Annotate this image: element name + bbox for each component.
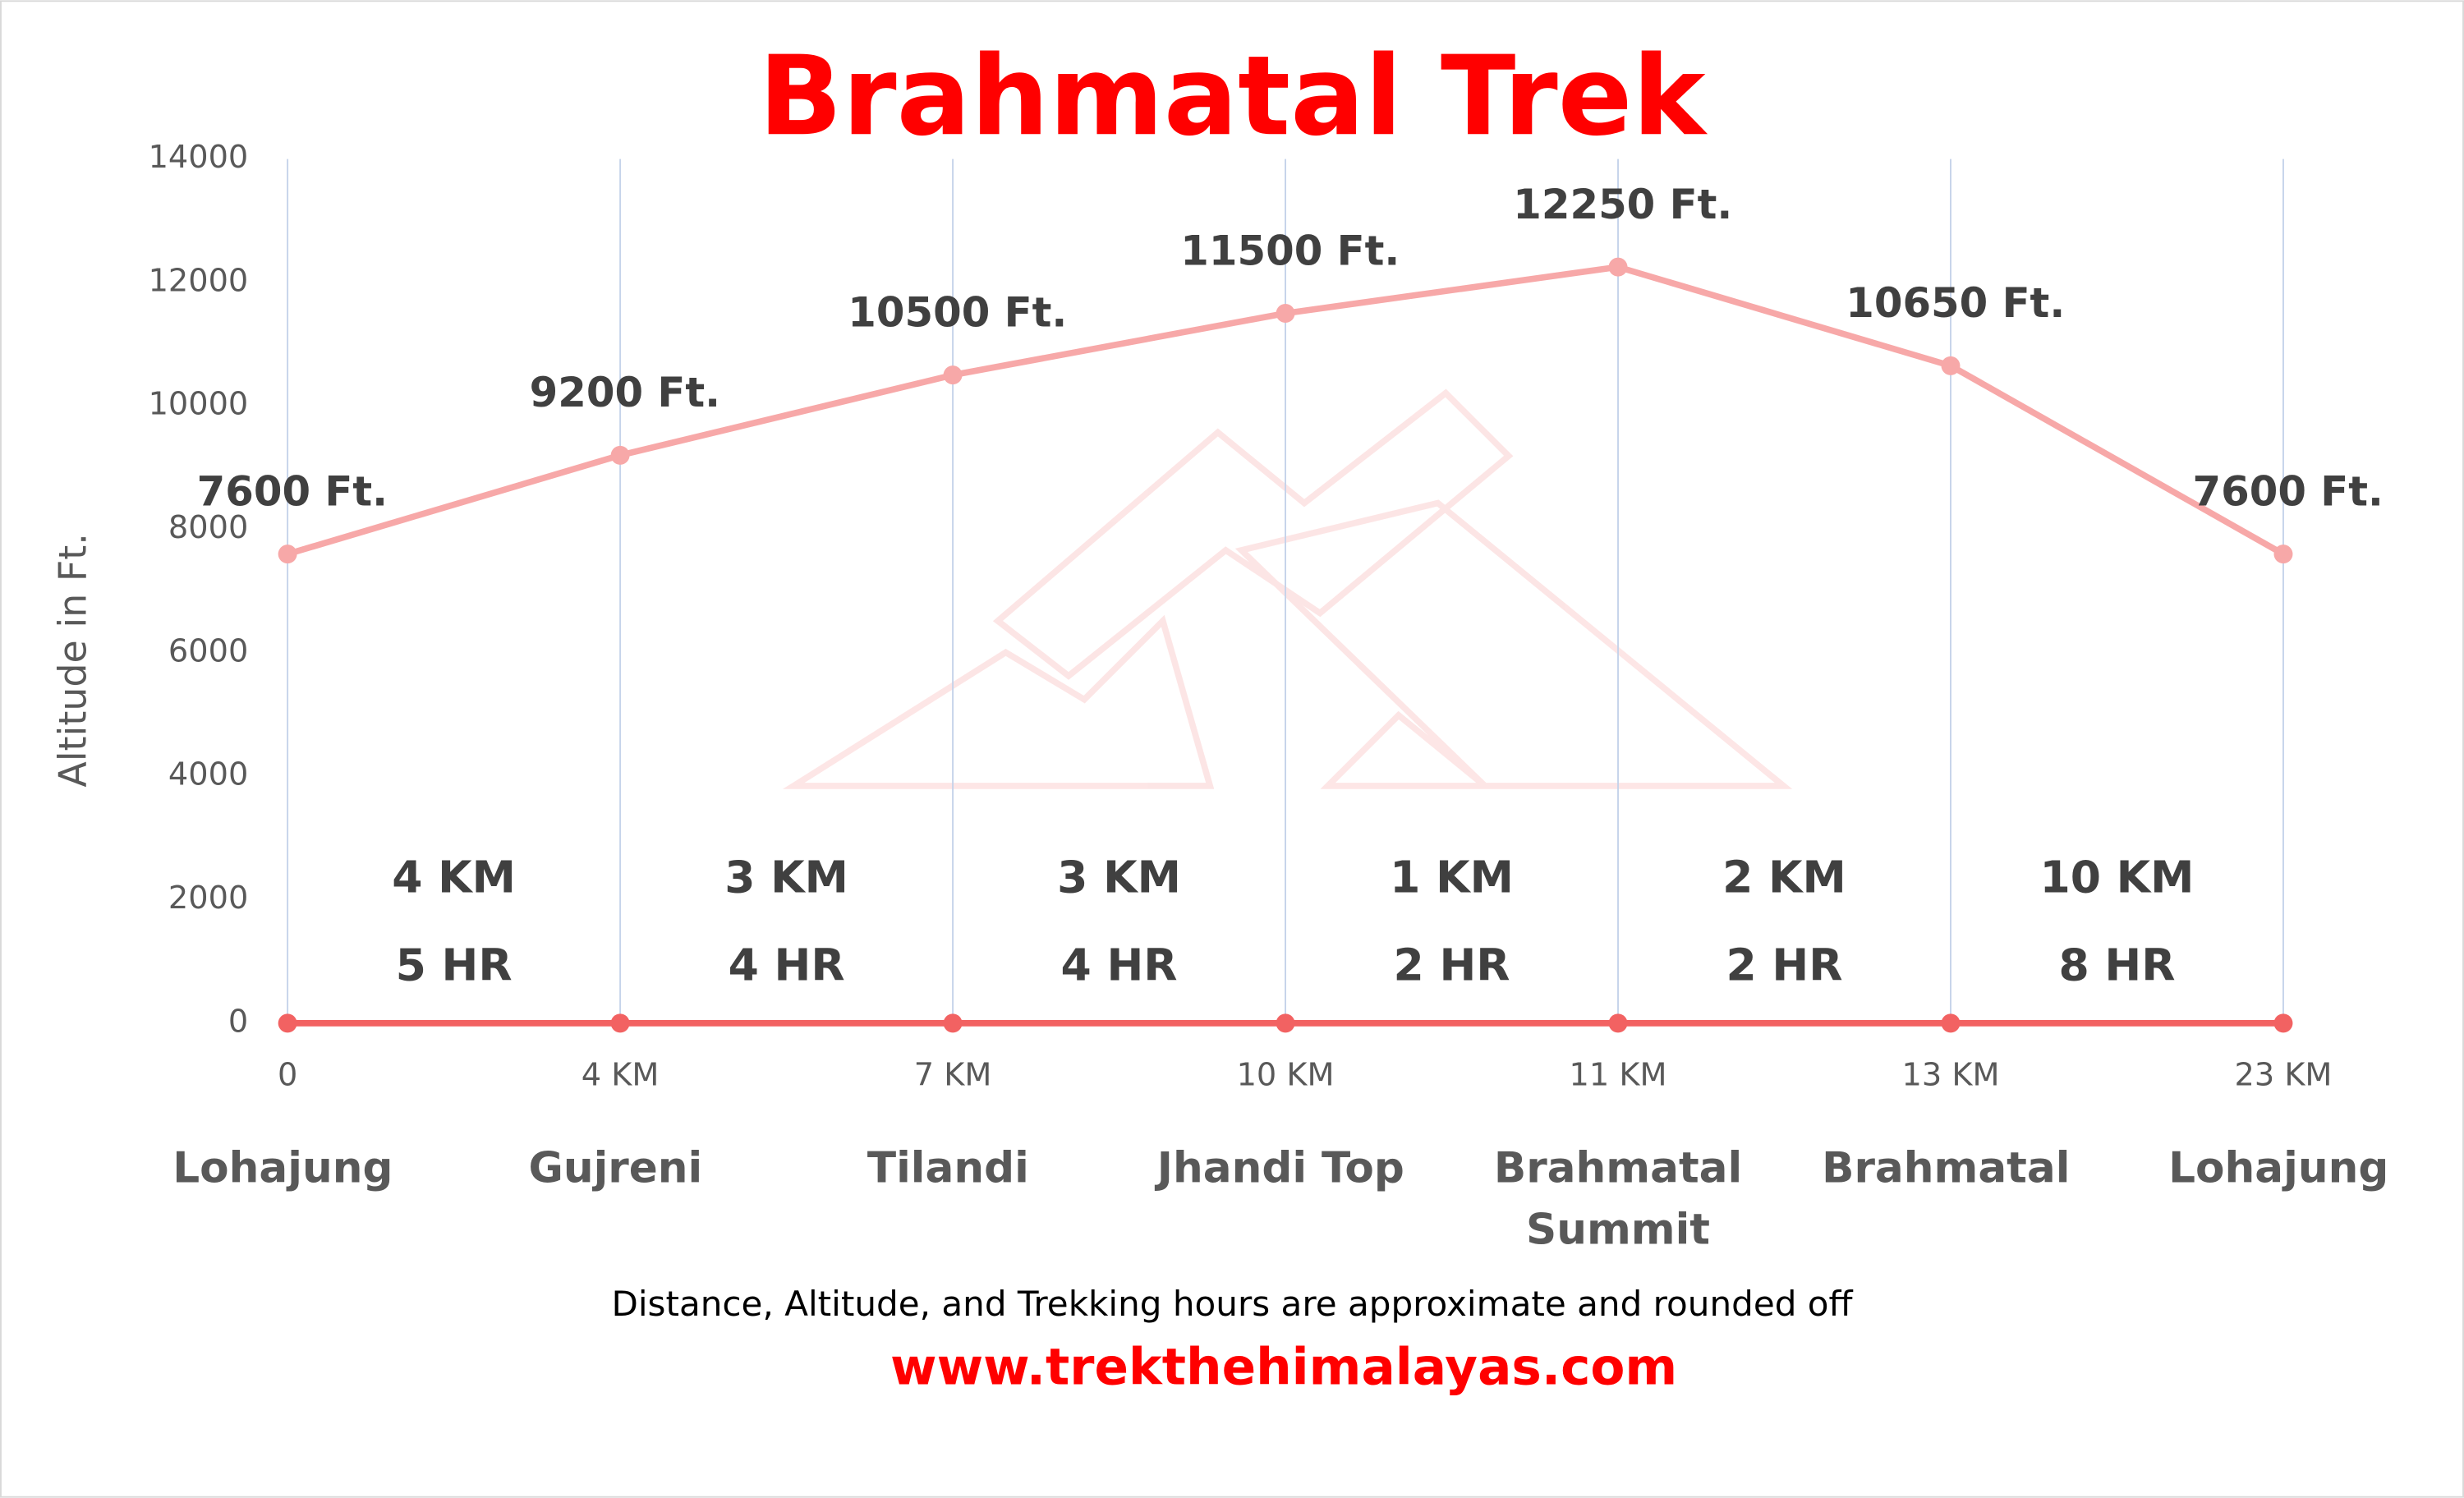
segment-hours: 4 HR: [1061, 940, 1178, 991]
data-label: 10500 Ft.: [848, 288, 1067, 336]
watermark-logo: [782, 388, 1793, 789]
data-point: [278, 1013, 297, 1033]
x-tick-label: 11 KM: [1570, 1056, 1667, 1093]
y-tick-label: 0: [228, 1003, 248, 1040]
segment-hours: 4 HR: [729, 940, 845, 991]
location-label: Brahmatal: [1822, 1144, 2070, 1193]
segment-distance: 1 KM: [1390, 851, 1514, 903]
data-point: [1276, 303, 1295, 323]
data-label: 9200 Ft.: [530, 369, 720, 416]
segment-hours: 2 HR: [1394, 940, 1510, 991]
data-point: [610, 445, 630, 465]
data-label: 12250 Ft.: [1513, 181, 1732, 228]
location-label: Gujreni: [528, 1144, 702, 1193]
segment-distance: 3 KM: [724, 851, 848, 903]
y-tick-label: 8000: [168, 509, 248, 546]
location-label: Tilandi: [867, 1144, 1029, 1193]
segment-distance: 2 KM: [1722, 851, 1846, 903]
website: www.trekthehimalayas.com: [890, 1338, 1677, 1396]
data-label: 7600 Ft.: [2193, 467, 2384, 515]
location-label: Jhandi Top: [1155, 1144, 1404, 1193]
segment-distance: 10 KM: [2039, 851, 2194, 903]
data-point: [1276, 1013, 1295, 1033]
x-tick-label: 23 KM: [2235, 1056, 2333, 1093]
x-tick-label: 0: [278, 1056, 297, 1093]
y-tick-label: 10000: [149, 386, 249, 423]
y-tick-label: 6000: [168, 632, 248, 669]
data-point: [610, 1013, 630, 1033]
data-point: [1608, 1013, 1628, 1033]
location-label: Lohajung: [2168, 1144, 2388, 1193]
y-tick-label: 2000: [168, 880, 248, 917]
data-label: 7600 Ft.: [197, 467, 388, 515]
data-point: [278, 545, 297, 564]
data-point: [2273, 1013, 2293, 1033]
data-point: [2273, 545, 2293, 564]
data-point: [1941, 1013, 1961, 1033]
x-tick-label: 10 KM: [1237, 1056, 1335, 1093]
segment-distance: 3 KM: [1057, 851, 1181, 903]
segment-distance: 4 KM: [392, 851, 516, 903]
y-tick-label: 12000: [149, 262, 249, 299]
location-label: Lohajung: [172, 1144, 393, 1193]
x-tick-label: 7 KM: [914, 1056, 992, 1093]
data-label: 10650 Ft.: [1846, 279, 2065, 327]
segment-hours: 5 HR: [396, 940, 513, 991]
data-label: 11500 Ft.: [1180, 227, 1400, 274]
segment-hours: 8 HR: [2058, 940, 2175, 991]
x-tick-label: 4 KM: [582, 1056, 660, 1093]
data-point: [943, 1013, 963, 1033]
segment-hours: 2 HR: [1726, 940, 1843, 991]
footnote: Distance, Altitude, and Trekking hours a…: [611, 1284, 1853, 1324]
y-tick-label: 4000: [168, 756, 248, 793]
data-point: [943, 365, 963, 385]
y-axis-label: Altitude in Ft.: [50, 533, 94, 787]
x-tick-label: 13 KM: [1902, 1056, 2000, 1093]
data-point: [1608, 257, 1628, 277]
data-point: [1941, 356, 1961, 375]
chart-title: Brahmatal Trek: [758, 32, 1708, 160]
location-label: Brahmatal Summit: [1494, 1144, 1742, 1255]
y-tick-label: 14000: [149, 139, 249, 176]
